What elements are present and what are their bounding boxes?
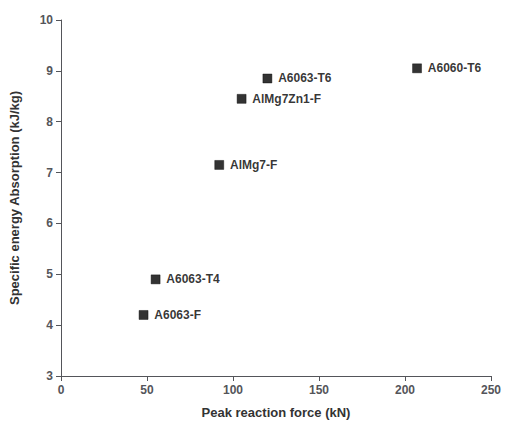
svg-text:AlMg7Zn1-F: AlMg7Zn1-F: [252, 92, 321, 106]
svg-text:A6060-T6: A6060-T6: [428, 61, 482, 75]
svg-text:5: 5: [46, 267, 53, 281]
svg-text:A6063-T6: A6063-T6: [278, 71, 332, 85]
svg-text:6: 6: [46, 216, 53, 230]
svg-text:Specific energy Absorption (kJ: Specific energy Absorption (kJ/kg): [7, 91, 22, 305]
svg-text:0: 0: [58, 383, 65, 397]
svg-text:7: 7: [46, 166, 53, 180]
svg-text:10: 10: [40, 13, 54, 27]
svg-text:A6063-F: A6063-F: [154, 308, 201, 322]
svg-text:AlMg7-F: AlMg7-F: [230, 158, 277, 172]
svg-text:Peak reaction force (kN): Peak reaction force (kN): [202, 405, 351, 420]
svg-text:150: 150: [309, 383, 329, 397]
svg-text:4: 4: [46, 318, 53, 332]
svg-text:A6063-T4: A6063-T4: [166, 272, 220, 286]
svg-text:200: 200: [395, 383, 415, 397]
svg-text:250: 250: [481, 383, 501, 397]
svg-text:3: 3: [46, 369, 53, 383]
svg-text:100: 100: [223, 383, 243, 397]
svg-text:50: 50: [140, 383, 154, 397]
svg-text:9: 9: [46, 64, 53, 78]
svg-text:8: 8: [46, 115, 53, 129]
